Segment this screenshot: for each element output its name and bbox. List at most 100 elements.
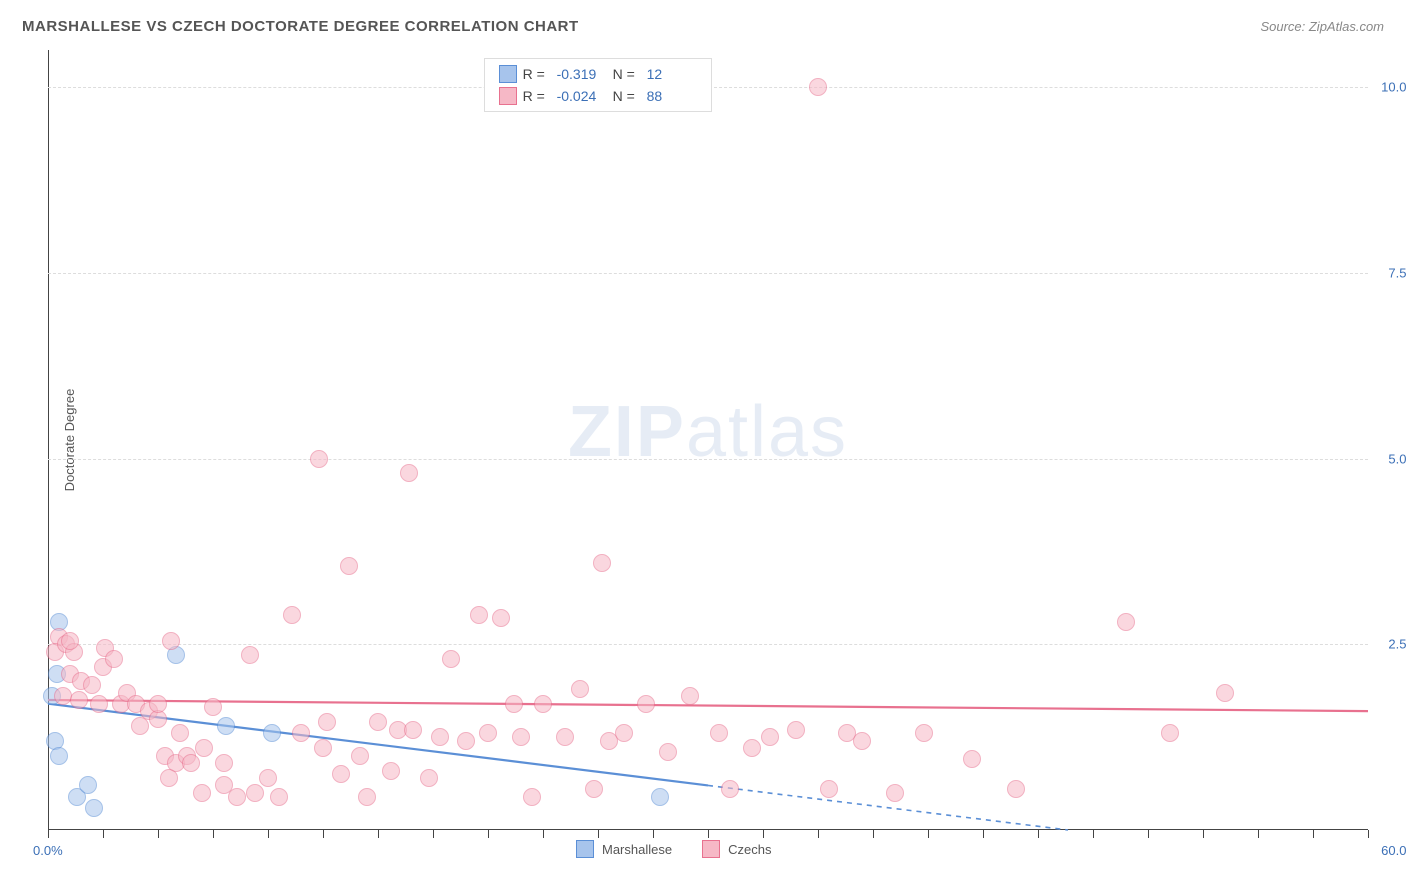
y-tick-label: 10.0%: [1381, 80, 1406, 95]
scatter-point: [1216, 684, 1234, 702]
chart-title: MARSHALLESE VS CZECH DOCTORATE DEGREE CO…: [22, 18, 579, 35]
x-tick: [48, 830, 49, 838]
x-tick: [158, 830, 159, 838]
scatter-point: [787, 721, 805, 739]
scatter-point: [400, 464, 418, 482]
x-tick: [928, 830, 929, 838]
scatter-point: [963, 750, 981, 768]
y-tick-label: 5.0%: [1388, 451, 1406, 466]
x-tick: [1203, 830, 1204, 838]
scatter-point: [283, 606, 301, 624]
scatter-point: [83, 676, 101, 694]
stat-n-value: 88: [647, 88, 697, 104]
scatter-point: [332, 765, 350, 783]
stat-r-value: -0.024: [557, 88, 607, 104]
legend-bottom: MarshalleseCzechs: [576, 840, 771, 858]
grid-line: [48, 273, 1368, 274]
stat-n-value: 12: [647, 66, 697, 82]
scatter-point: [182, 754, 200, 772]
scatter-point: [512, 728, 530, 746]
scatter-point: [556, 728, 574, 746]
scatter-point: [369, 713, 387, 731]
stat-r-value: -0.319: [557, 66, 607, 82]
x-tick: [1093, 830, 1094, 838]
scatter-point: [382, 762, 400, 780]
legend-item: Czechs: [702, 840, 771, 858]
scatter-point: [404, 721, 422, 739]
x-tick: [1313, 830, 1314, 838]
scatter-point: [70, 691, 88, 709]
scatter-point: [259, 769, 277, 787]
x-tick: [873, 830, 874, 838]
legend-label: Czechs: [728, 842, 771, 857]
x-tick: [323, 830, 324, 838]
scatter-point: [431, 728, 449, 746]
scatter-point: [310, 450, 328, 468]
stat-n-label: N =: [613, 66, 641, 82]
x-tick: [708, 830, 709, 838]
x-tick: [488, 830, 489, 838]
scatter-point: [571, 680, 589, 698]
scatter-point: [492, 609, 510, 627]
scatter-point: [149, 695, 167, 713]
grid-line: [48, 459, 1368, 460]
stat-n-label: N =: [613, 88, 641, 104]
trend-lines: [48, 50, 1368, 830]
x-tick: [543, 830, 544, 838]
scatter-point: [886, 784, 904, 802]
x-tick: [378, 830, 379, 838]
scatter-point: [340, 557, 358, 575]
scatter-point: [470, 606, 488, 624]
scatter-point: [90, 695, 108, 713]
scatter-point: [171, 724, 189, 742]
scatter-point: [314, 739, 332, 757]
scatter-point: [195, 739, 213, 757]
x-tick: [213, 830, 214, 838]
scatter-point: [853, 732, 871, 750]
scatter-point: [162, 632, 180, 650]
source-label: Source: ZipAtlas.com: [1260, 19, 1384, 34]
scatter-point: [442, 650, 460, 668]
scatter-point: [820, 780, 838, 798]
grid-line: [48, 644, 1368, 645]
scatter-point: [228, 788, 246, 806]
stat-r-label: R =: [523, 88, 551, 104]
x-tick: [1368, 830, 1369, 838]
scatter-point: [420, 769, 438, 787]
scatter-point: [270, 788, 288, 806]
scatter-point: [61, 632, 79, 650]
scatter-point: [479, 724, 497, 742]
scatter-point: [761, 728, 779, 746]
scatter-point: [351, 747, 369, 765]
scatter-point: [651, 788, 669, 806]
legend-stats-row: R = -0.024 N = 88: [499, 87, 697, 105]
x-tick: [598, 830, 599, 838]
scatter-point: [534, 695, 552, 713]
legend-swatch: [499, 65, 517, 83]
scatter-point: [318, 713, 336, 731]
scatter-point: [637, 695, 655, 713]
scatter-point: [615, 724, 633, 742]
x-min-label: 0.0%: [33, 843, 63, 858]
scatter-point: [193, 784, 211, 802]
x-max-label: 60.0%: [1381, 843, 1406, 858]
scatter-point: [263, 724, 281, 742]
legend-stats-row: R = -0.319 N = 12: [499, 65, 697, 83]
x-tick: [983, 830, 984, 838]
scatter-point: [215, 754, 233, 772]
legend-swatch: [499, 87, 517, 105]
x-tick: [653, 830, 654, 838]
scatter-point: [246, 784, 264, 802]
scatter-point: [105, 650, 123, 668]
stat-r-label: R =: [523, 66, 551, 82]
x-tick: [1038, 830, 1039, 838]
y-tick-label: 7.5%: [1388, 265, 1406, 280]
y-axis: [48, 50, 49, 830]
scatter-point: [160, 769, 178, 787]
chart-area: Doctorate Degree ZIPatlas 0.0% 60.0% 2.5…: [48, 50, 1368, 830]
scatter-point: [85, 799, 103, 817]
x-tick: [268, 830, 269, 838]
x-tick: [103, 830, 104, 838]
scatter-point: [217, 717, 235, 735]
legend-swatch: [576, 840, 594, 858]
